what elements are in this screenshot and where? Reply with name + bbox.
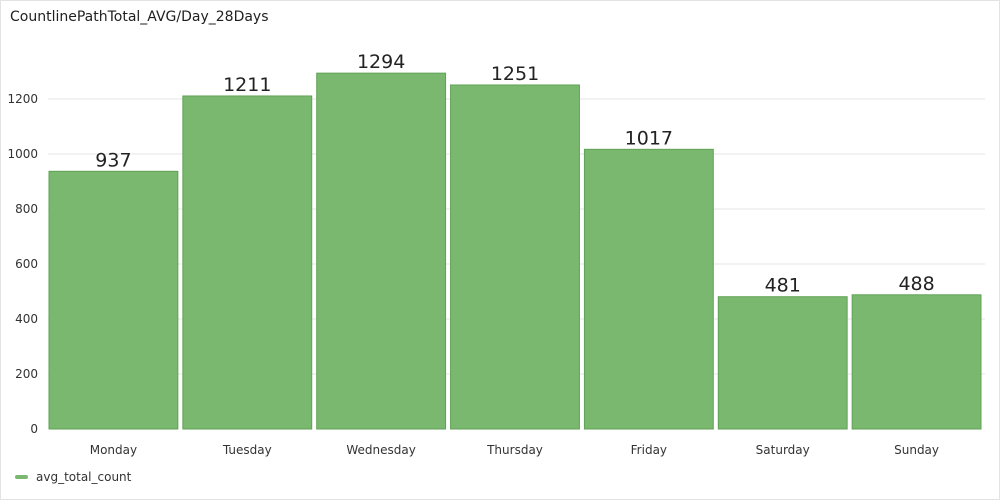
y-tick-label: 1000 [7,147,38,161]
y-tick-label: 200 [15,367,38,381]
chart-title: CountlinePathTotal_AVG/Day_28Days [10,9,269,25]
x-tick-label: Saturday [756,443,810,457]
bar-saturday[interactable] [717,296,848,430]
x-tick-label: Wednesday [346,443,415,457]
x-tick-label: Friday [631,443,667,457]
y-tick-label: 1200 [7,92,38,106]
value-label: 481 [765,275,801,297]
bars [48,72,982,430]
y-tick-label: 0 [30,422,38,436]
y-tick-label: 400 [15,312,38,326]
value-label: 1294 [357,51,405,73]
bar-thursday[interactable] [450,84,580,430]
bar-tuesday[interactable] [182,95,313,430]
legend-swatch [15,475,28,479]
bar-wednesday[interactable] [316,72,447,430]
bar-friday[interactable] [583,148,714,430]
x-tick-label: Monday [90,443,137,457]
legend[interactable]: avg_total_count [15,470,131,484]
y-tick-label: 600 [15,257,38,271]
x-tick-label: Tuesday [222,443,272,457]
value-label: 937 [95,149,131,171]
value-label: 488 [898,273,934,295]
value-label: 1017 [625,127,673,149]
legend-label[interactable]: avg_total_count [36,470,132,484]
bar-monday[interactable] [48,170,179,430]
bar-sunday[interactable] [851,294,982,430]
value-label: 1251 [491,63,539,85]
value-label: 1211 [223,74,271,96]
y-tick-label: 800 [15,202,38,216]
x-tick-label: Thursday [486,443,543,457]
x-axis-ticks: Monday Tuesday Wednesday Thursday Friday Satu… [90,443,939,457]
x-tick-label: Sunday [894,443,939,457]
value-labels: 937 1211 1294 1251 1017 481 488 [95,51,934,297]
y-axis-ticks: 0 200 400 600 800 1000 1200 [7,92,38,436]
